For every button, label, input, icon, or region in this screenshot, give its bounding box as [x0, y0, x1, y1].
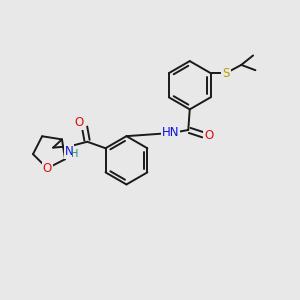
Text: O: O [74, 116, 84, 129]
Text: HN: HN [162, 125, 179, 139]
Text: S: S [222, 67, 230, 80]
Text: O: O [43, 162, 52, 175]
Text: H: H [70, 149, 78, 159]
Text: N: N [64, 145, 74, 158]
Text: O: O [204, 129, 213, 142]
